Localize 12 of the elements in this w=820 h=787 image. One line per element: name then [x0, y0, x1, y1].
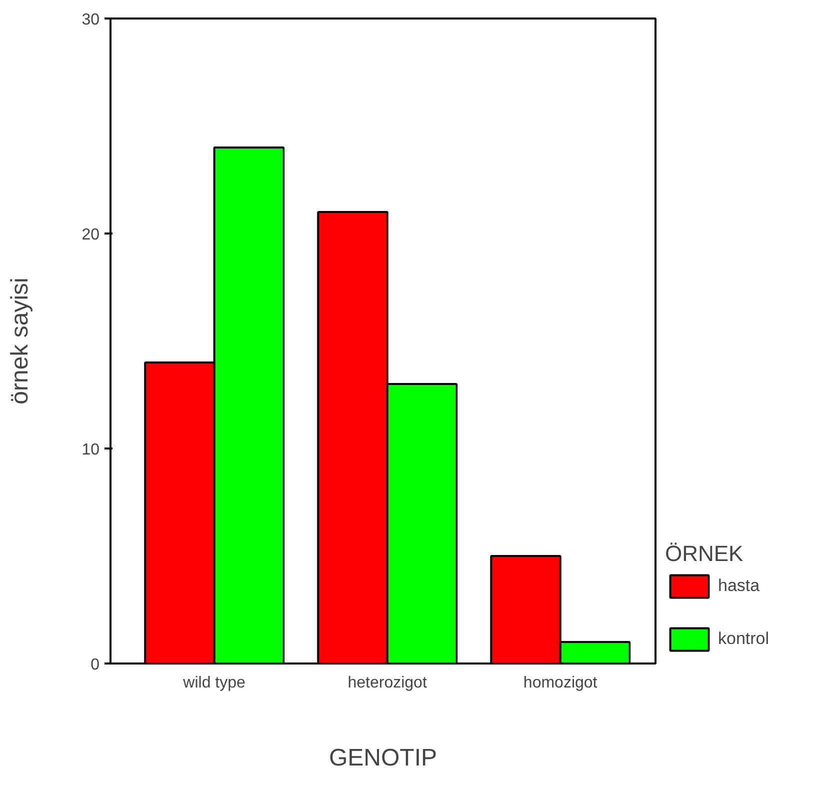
y-axis-title: örnek sayisi [6, 278, 34, 404]
legend-title: ÖRNEK [665, 541, 744, 567]
y-tick-label: 10 [82, 442, 100, 458]
legend-label: hasta [718, 576, 760, 596]
x-tick-label: heterozigot [348, 674, 428, 692]
y-tick-label: 30 [82, 12, 100, 28]
x-axis-title: GENOTIP [328, 744, 438, 772]
legend-label: kontrol [718, 629, 770, 649]
x-tick-label: wild type [182, 674, 246, 692]
y-tick-label: 20 [82, 226, 100, 244]
y-tick-label: 0 [90, 656, 100, 674]
x-tick-label: homozigot [523, 674, 598, 692]
